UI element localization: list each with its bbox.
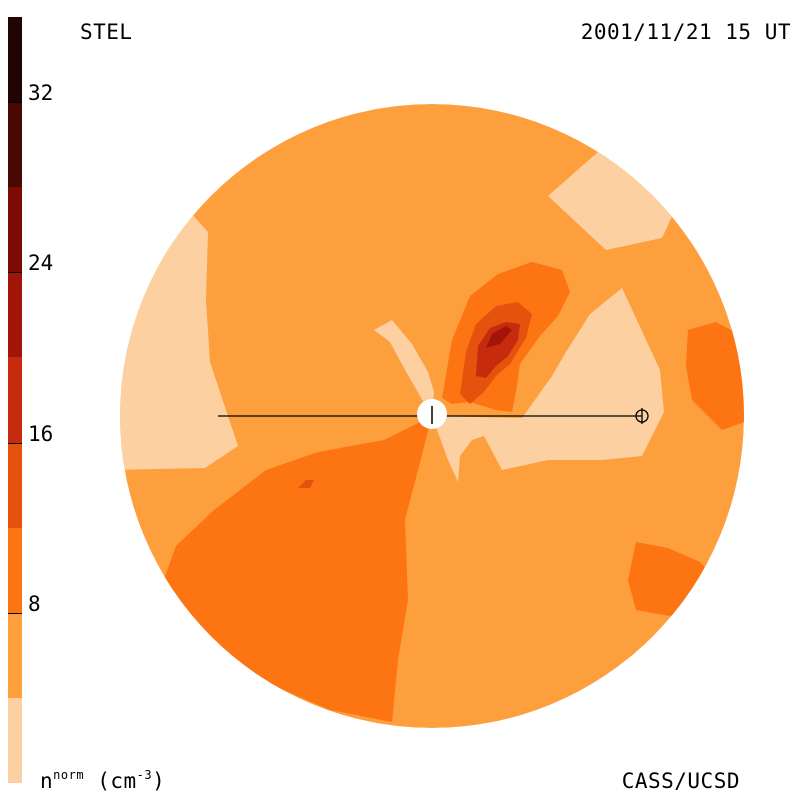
contour-higher-center bbox=[476, 322, 520, 378]
colorbar-segment bbox=[8, 697, 22, 783]
colorbar-tick bbox=[8, 272, 22, 274]
colorbar-segment bbox=[8, 357, 22, 443]
colorbar-segment bbox=[8, 187, 22, 273]
colorbar-segment bbox=[8, 527, 22, 613]
contour-low-center-upper bbox=[374, 320, 434, 416]
sun-symbol bbox=[417, 399, 447, 429]
contour-mid-lower-left bbox=[160, 416, 432, 722]
contour-peak-center bbox=[486, 326, 512, 348]
colorbar-unit-label: nnorm (cm-3) bbox=[40, 768, 166, 793]
colorbar-tick-label: 16 bbox=[28, 421, 54, 446]
earth-symbol bbox=[635, 408, 649, 424]
contour-mid-right-edge bbox=[686, 322, 744, 430]
colorbar-tick bbox=[8, 102, 22, 104]
colorbar-segment bbox=[8, 612, 22, 698]
colorbar bbox=[8, 17, 22, 783]
contour-high-small bbox=[298, 480, 314, 488]
colorbar-segment bbox=[8, 442, 22, 528]
timestamp-label: 2001/11/21 15 UT bbox=[580, 20, 791, 44]
observatory-label: STEL bbox=[80, 20, 133, 44]
colorbar-segment bbox=[8, 102, 22, 188]
colorbar-tick-label: 24 bbox=[28, 251, 54, 276]
credit-label: CASS/UCSD bbox=[621, 769, 740, 793]
colorbar-tick bbox=[8, 612, 22, 614]
colorbar-tick-label: 8 bbox=[28, 591, 41, 616]
colorbar-tick bbox=[8, 442, 22, 444]
colorbar-segment bbox=[8, 17, 22, 103]
contour-low-center-right bbox=[432, 288, 664, 482]
colorbar-tick-label: 32 bbox=[28, 81, 54, 106]
colorbar-segment bbox=[8, 272, 22, 358]
